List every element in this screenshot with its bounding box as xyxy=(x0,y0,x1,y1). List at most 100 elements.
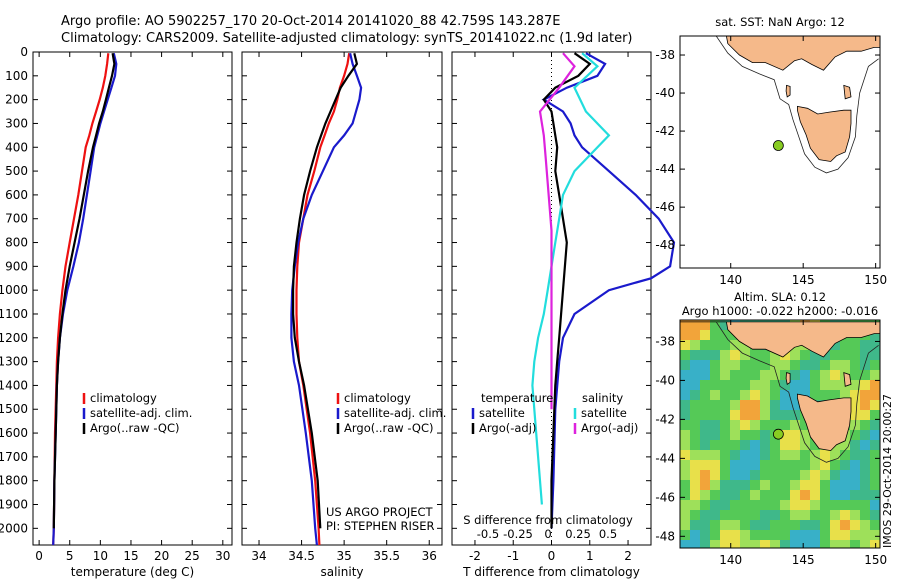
map_sst-xtick-label: 150 xyxy=(864,273,887,287)
sla-cell xyxy=(680,490,690,500)
tasmania-landmass xyxy=(797,105,852,162)
sla-cell xyxy=(750,420,760,430)
depth-tick-label: 100 xyxy=(5,69,28,83)
sla-cell xyxy=(740,470,750,480)
sla-cell xyxy=(780,370,790,380)
sla-cell xyxy=(790,400,800,410)
island-landmass xyxy=(785,84,791,98)
map_sla-ytick-label: -38 xyxy=(655,334,675,348)
sla-cell xyxy=(700,520,710,530)
sla-cell xyxy=(720,370,730,380)
sla-cell xyxy=(690,340,700,350)
sla-cell xyxy=(850,380,860,390)
sla-cell xyxy=(800,480,810,490)
sla-cell xyxy=(800,430,810,440)
sla-cell xyxy=(720,470,730,480)
sla-cell xyxy=(760,470,770,480)
sla-cell xyxy=(700,380,710,390)
sla-cell xyxy=(750,460,760,470)
sla-cell xyxy=(700,450,710,460)
sla-cell xyxy=(860,400,870,410)
sla-cell xyxy=(740,350,750,360)
depth-tick-label: 1000 xyxy=(0,283,28,297)
sla-cell xyxy=(700,340,710,350)
sla-cell xyxy=(850,430,860,440)
sla-cell xyxy=(700,370,710,380)
sla-cell xyxy=(760,440,770,450)
sla-cell xyxy=(730,540,740,548)
sla-cell xyxy=(680,370,690,380)
map_sla-ytick-label: -46 xyxy=(655,490,675,504)
sla-cell xyxy=(770,450,780,460)
sla-cell xyxy=(690,350,700,360)
sla-cell xyxy=(810,450,820,460)
salinity-xtick-label: 34.5 xyxy=(288,549,315,563)
sla-cell xyxy=(710,460,720,470)
sla-cell xyxy=(720,510,730,520)
sla-cell xyxy=(830,520,840,530)
legend-entry: satellite-adj. clim. xyxy=(90,406,192,420)
sla-cell xyxy=(810,370,820,380)
sla-cell xyxy=(680,340,690,350)
sla-cell xyxy=(790,350,800,360)
sla-cell xyxy=(850,440,860,450)
salinity-xlabel: salinity xyxy=(320,565,363,579)
temperature-xtick-label: 25 xyxy=(185,549,200,563)
sla-cell xyxy=(730,350,740,360)
sla-cell xyxy=(830,490,840,500)
sla-cell xyxy=(860,530,870,540)
sla-cell xyxy=(800,350,810,360)
salinity-diff-tick-label: 0.5 xyxy=(599,527,617,541)
sla-cell xyxy=(700,500,710,510)
sla-cell xyxy=(790,360,800,370)
sla-cell xyxy=(860,470,870,480)
sla-cell xyxy=(810,360,820,370)
sla-cell xyxy=(760,450,770,460)
sla-cell xyxy=(850,530,860,540)
sla-cell xyxy=(690,330,700,340)
sla-cell xyxy=(690,460,700,470)
sla-cell xyxy=(710,450,720,460)
sla-cell xyxy=(680,360,690,370)
differences-xtick-label: -1 xyxy=(507,549,519,563)
sla-cell xyxy=(830,360,840,370)
sla-cell xyxy=(790,390,800,400)
sla-cell xyxy=(720,500,730,510)
sla-cell xyxy=(680,410,690,420)
sla-cell xyxy=(780,410,790,420)
sla-cell xyxy=(790,450,800,460)
temperature-xtick-label: 0 xyxy=(35,549,43,563)
map_sla-ytick-label: -42 xyxy=(655,412,675,426)
map_sla-xtick-label: 150 xyxy=(864,553,887,567)
sla-cell xyxy=(710,410,720,420)
sla-cell xyxy=(770,530,780,540)
sla-cell xyxy=(730,460,740,470)
sla-cell xyxy=(700,490,710,500)
sla-cell xyxy=(740,430,750,440)
sla-cell xyxy=(820,490,830,500)
sst-map-frame xyxy=(679,35,881,269)
sla-cell xyxy=(840,480,850,490)
sla-cell xyxy=(830,350,840,360)
sla-cell xyxy=(850,340,860,350)
sla-cell xyxy=(850,390,860,400)
sla-cell xyxy=(790,440,800,450)
sla-cell xyxy=(750,530,760,540)
sla-cell xyxy=(810,500,820,510)
sla-cell xyxy=(680,330,690,340)
sla-cell xyxy=(870,470,880,480)
sla-cell xyxy=(810,460,820,470)
sla-cell xyxy=(820,460,830,470)
sla-cell xyxy=(730,420,740,430)
map_sla-xtick-label: 140 xyxy=(719,553,742,567)
salinity-xtick-label: 35.5 xyxy=(373,549,400,563)
sla-map-layers xyxy=(680,320,880,548)
sla-cell xyxy=(830,540,840,548)
sla-cell xyxy=(760,530,770,540)
sla-cell xyxy=(870,510,880,520)
sla-cell xyxy=(700,460,710,470)
sla-cell xyxy=(710,510,720,520)
sla-cell xyxy=(750,380,760,390)
sla-cell xyxy=(770,380,780,390)
sla-cell xyxy=(730,500,740,510)
